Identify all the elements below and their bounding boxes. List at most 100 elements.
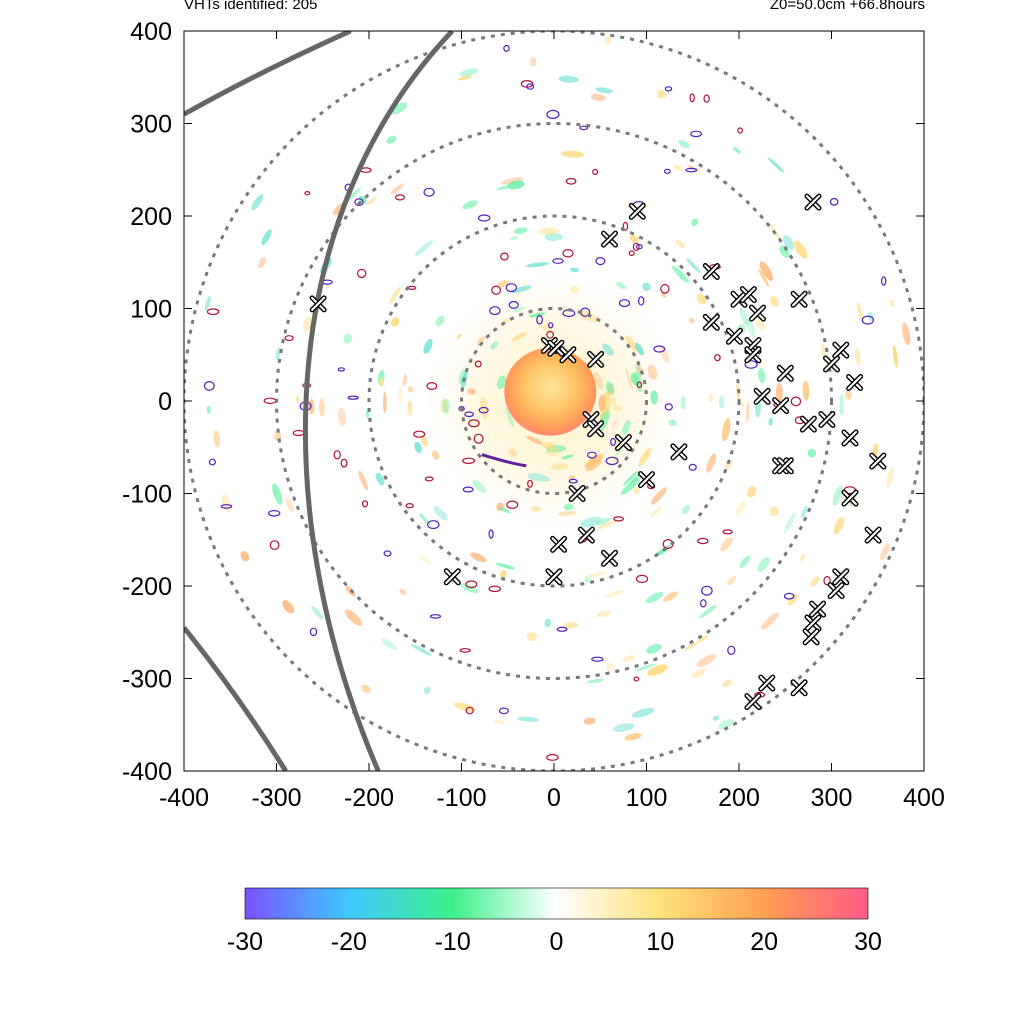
field-streak bbox=[605, 590, 624, 598]
field-streak bbox=[318, 398, 325, 417]
vht-marker bbox=[802, 628, 820, 646]
field-streak bbox=[440, 399, 448, 414]
track-curve bbox=[184, 626, 288, 771]
field-streak bbox=[366, 196, 377, 206]
contour-loop bbox=[744, 360, 758, 369]
contour-loop bbox=[468, 419, 480, 428]
contour-loop bbox=[405, 503, 415, 509]
marker-fill bbox=[731, 292, 747, 307]
field-streak bbox=[647, 664, 668, 676]
field-streak bbox=[545, 447, 561, 457]
contour-loop bbox=[610, 437, 616, 446]
track-curve bbox=[184, 31, 352, 117]
field-streak bbox=[686, 257, 701, 274]
marker-fill bbox=[583, 412, 599, 427]
contour-loop bbox=[426, 520, 440, 530]
field-streak bbox=[663, 591, 678, 602]
contour-loop bbox=[592, 168, 599, 175]
field-streak bbox=[302, 316, 313, 333]
contour-loop bbox=[309, 627, 318, 637]
field-streak bbox=[500, 177, 524, 185]
vht-marker bbox=[869, 452, 887, 470]
x-tick-label: 400 bbox=[903, 784, 945, 812]
x-tick-label: 100 bbox=[626, 784, 668, 812]
marker-fill bbox=[551, 537, 566, 552]
contour-loop bbox=[605, 456, 619, 466]
marker-fill bbox=[704, 264, 719, 279]
vht-marker bbox=[730, 290, 748, 308]
field-streak bbox=[761, 612, 779, 630]
contour-loop bbox=[383, 550, 392, 557]
field-streak bbox=[675, 239, 685, 248]
contour-loop bbox=[491, 285, 502, 295]
contour-loop bbox=[304, 190, 311, 196]
field-streak bbox=[527, 473, 551, 483]
contour-loop bbox=[462, 457, 476, 464]
field-streak bbox=[668, 419, 677, 427]
range-ring-200 bbox=[367, 214, 741, 588]
colorbar bbox=[244, 887, 869, 920]
field-streak bbox=[419, 513, 431, 526]
y-tick-label: 200 bbox=[130, 203, 172, 231]
vht-marker bbox=[550, 535, 568, 553]
vht-marker bbox=[577, 526, 595, 544]
field-streak bbox=[570, 285, 579, 294]
x-axis-ticks: -400 -300 -200 -100 0 100 200 300 400 bbox=[159, 31, 945, 812]
field-streak bbox=[712, 715, 720, 721]
field-streak bbox=[602, 391, 611, 413]
marker-fill bbox=[754, 389, 770, 404]
y-tick-label: -100 bbox=[122, 481, 172, 509]
contour-loop bbox=[664, 403, 673, 411]
marker-fill bbox=[745, 347, 761, 362]
vht-marker bbox=[749, 304, 766, 322]
contour-loop bbox=[635, 574, 649, 584]
field-streak bbox=[344, 609, 363, 626]
field-streak bbox=[706, 453, 717, 473]
contour-loop bbox=[413, 430, 426, 438]
field-streak bbox=[645, 591, 664, 604]
field-streak bbox=[622, 419, 631, 436]
vht-marker bbox=[799, 415, 817, 433]
field-streak bbox=[494, 719, 505, 724]
field-streak bbox=[650, 506, 662, 517]
field-streak bbox=[886, 466, 895, 488]
field-streak bbox=[496, 375, 507, 390]
field-streak bbox=[611, 418, 618, 430]
contour-loop bbox=[653, 345, 666, 353]
field-streak bbox=[511, 332, 527, 342]
field-streak bbox=[642, 282, 651, 292]
contour-loop bbox=[269, 540, 280, 550]
marker-fill bbox=[805, 615, 821, 631]
field-streak bbox=[512, 306, 526, 313]
marker-fill bbox=[546, 569, 562, 584]
field-streak bbox=[854, 346, 861, 367]
vht-marker bbox=[827, 582, 845, 600]
field-streak bbox=[462, 200, 478, 210]
field-streak bbox=[671, 265, 690, 284]
field-streak bbox=[631, 707, 655, 718]
contour-loop bbox=[498, 707, 509, 715]
field-streak bbox=[517, 716, 540, 722]
field-streak bbox=[558, 75, 579, 83]
marker-fill bbox=[560, 347, 576, 362]
contour-loop bbox=[478, 406, 489, 414]
field-streak bbox=[810, 576, 820, 587]
field-streak bbox=[610, 396, 617, 406]
field-streak bbox=[213, 430, 220, 448]
field-streak bbox=[735, 500, 747, 516]
vht-marker bbox=[568, 485, 586, 502]
field-streak bbox=[272, 483, 283, 505]
contour-loop bbox=[337, 367, 345, 372]
marker-fill bbox=[759, 675, 774, 691]
field-streak bbox=[630, 372, 639, 386]
field-streak bbox=[605, 662, 615, 670]
field-streak bbox=[381, 638, 398, 651]
marker-fill bbox=[727, 329, 742, 344]
vht-marker bbox=[559, 346, 577, 364]
field-streak bbox=[615, 281, 627, 290]
vht-marker bbox=[804, 193, 822, 211]
contour-loop bbox=[635, 243, 643, 250]
contour-loop bbox=[701, 585, 713, 596]
contour-loop bbox=[823, 576, 831, 586]
vht-markers bbox=[309, 193, 887, 711]
